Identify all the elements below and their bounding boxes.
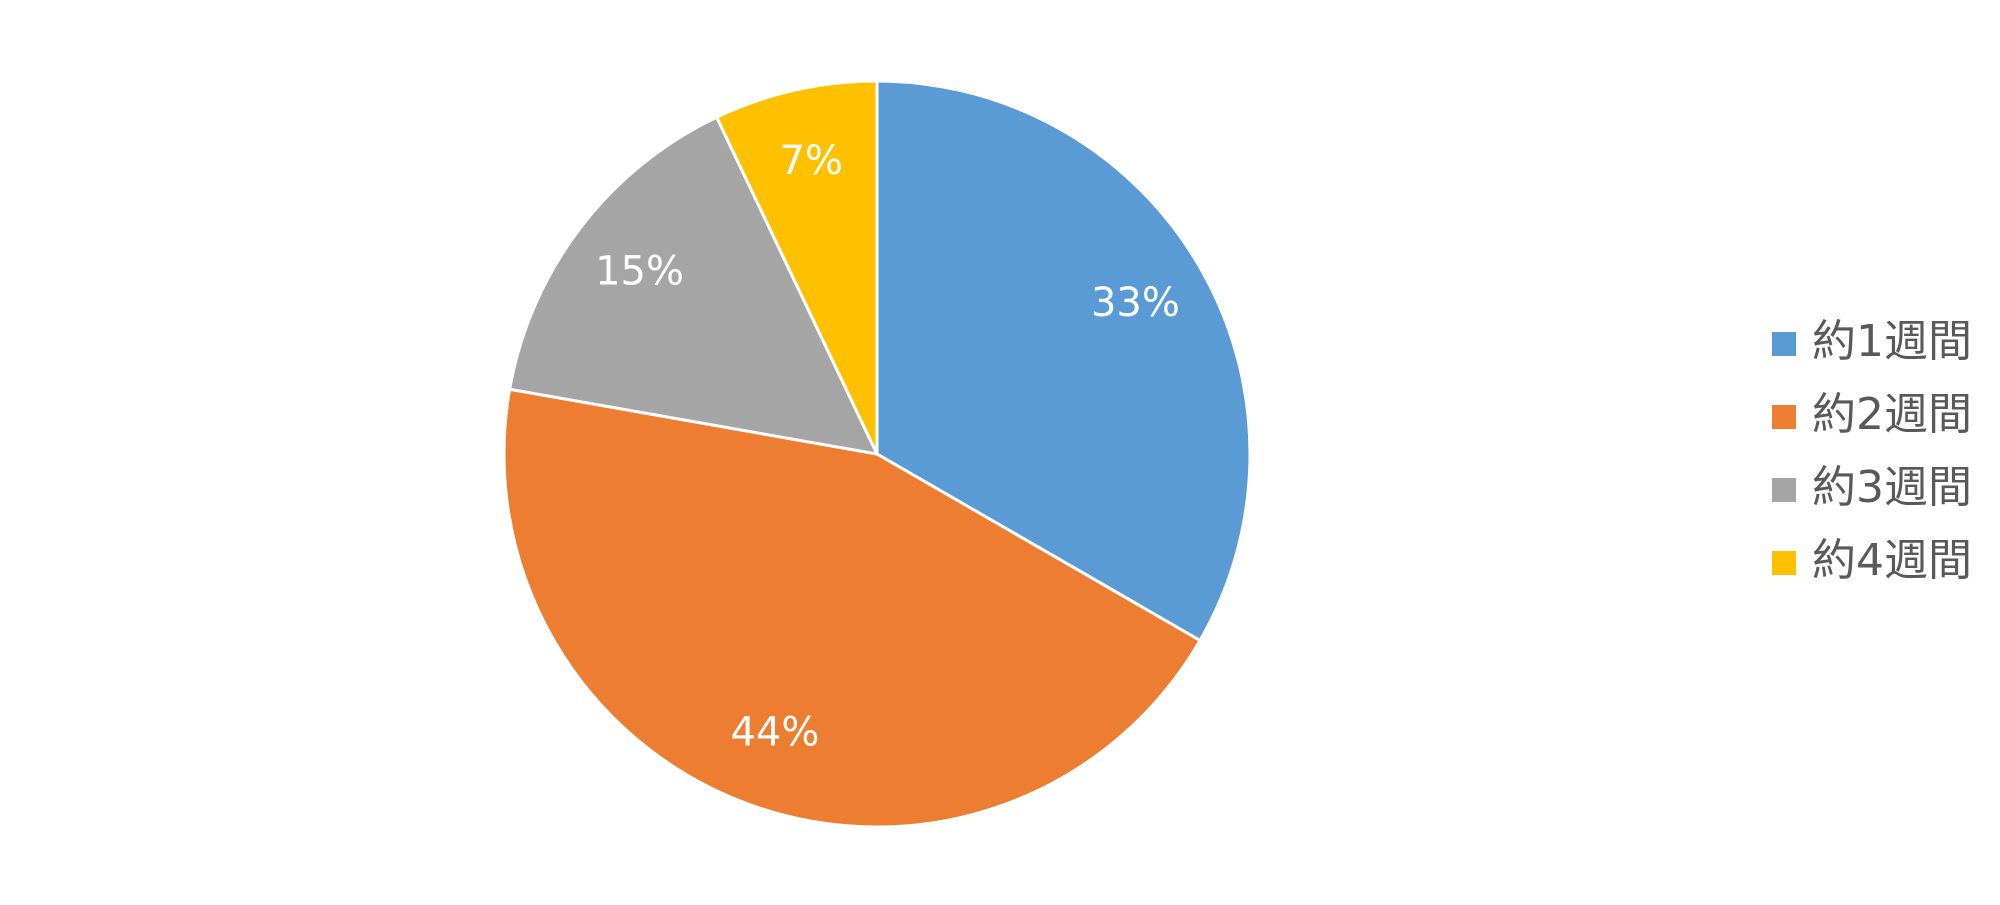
pie-slice	[875, 79, 1252, 643]
pie-slice	[714, 79, 879, 455]
legend-swatch	[1772, 478, 1796, 502]
pie-slice	[502, 387, 1203, 829]
legend-swatch	[1772, 332, 1796, 356]
legend-swatch	[1772, 551, 1796, 575]
legend-label: 約4週間	[1812, 535, 1972, 586]
pie-slice	[507, 115, 880, 456]
legend-swatch	[1772, 405, 1796, 429]
legend-label: 約1週間	[1812, 316, 1972, 367]
legend-label: 約3週間	[1812, 462, 1972, 513]
data-label: 7%	[780, 138, 843, 184]
data-label: 15%	[595, 248, 684, 294]
data-label: 44%	[730, 709, 819, 755]
legend-label: 約2週間	[1812, 389, 1972, 440]
data-label: 33%	[1091, 280, 1180, 326]
